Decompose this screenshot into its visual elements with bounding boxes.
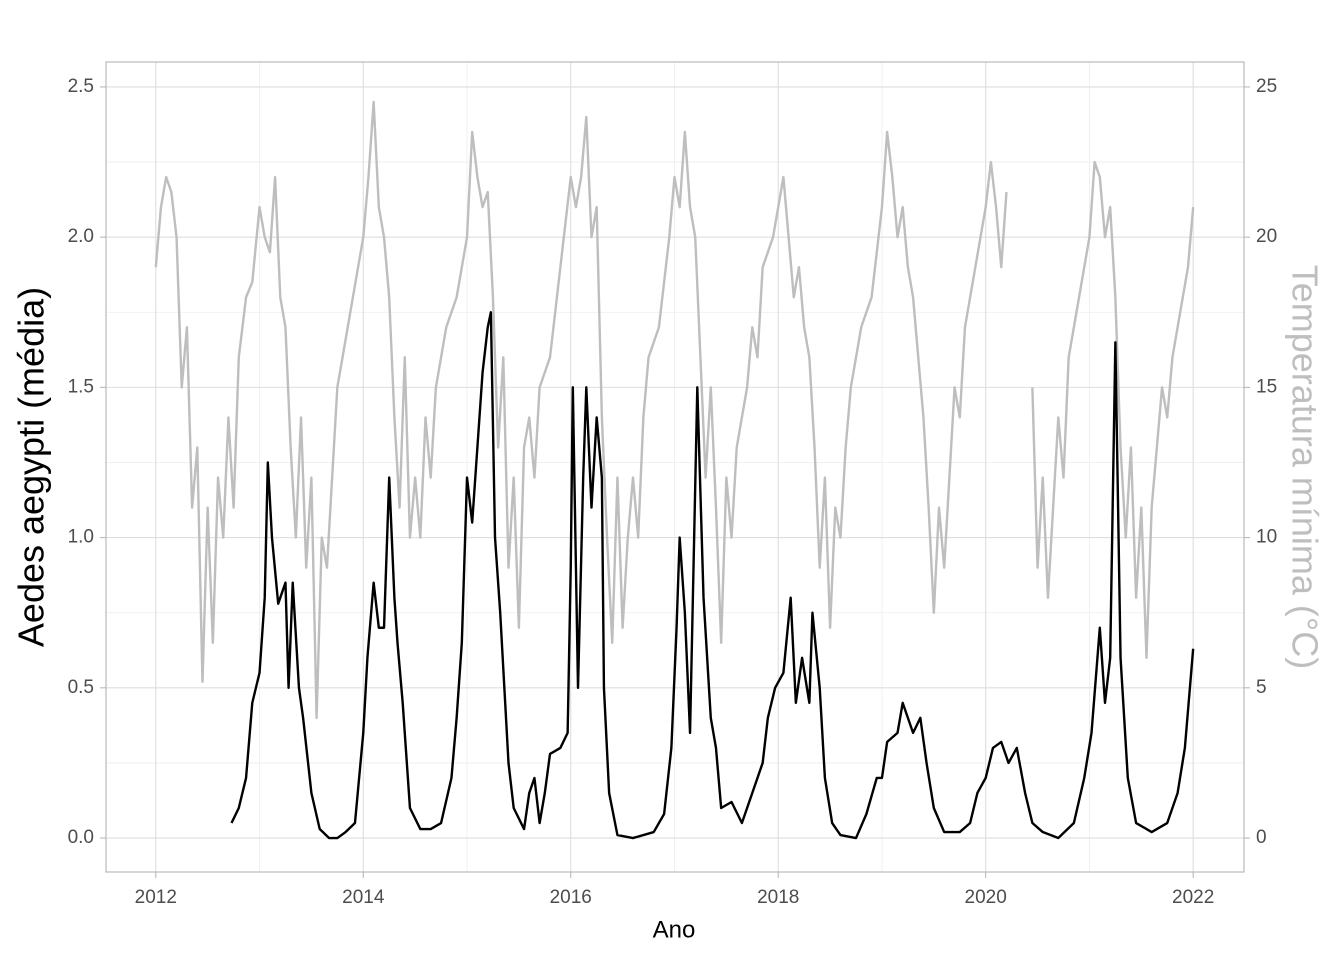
line — [230, 311, 1195, 840]
y2-tick-label: 15 — [1256, 376, 1277, 397]
y2-axis-title: Temperatura mínima (°C) — [1284, 265, 1325, 670]
y2-tick-label: 10 — [1256, 527, 1277, 548]
y-tick-label: 2.5 — [68, 76, 94, 97]
y-tick-label: 0.5 — [68, 677, 94, 698]
y2-tick-label: 0 — [1256, 827, 1267, 848]
x-tick-label: 2020 — [965, 887, 1007, 908]
x-tick-label: 2014 — [342, 887, 385, 908]
y2-tick-label: 20 — [1256, 226, 1277, 247]
x-axis-title: Ano — [653, 916, 696, 943]
y2-tick-label: 25 — [1256, 76, 1277, 97]
panel-border — [105, 61, 1245, 873]
y-tick-label: 1.5 — [68, 376, 94, 397]
x-tick-label: 2022 — [1172, 887, 1214, 908]
line — [154, 100, 1195, 720]
y-tick-label: 1.0 — [68, 527, 94, 548]
y2-tick-label: 5 — [1256, 677, 1267, 698]
y-tick-label: 0.0 — [68, 827, 94, 848]
y-axis-title: Aedes aegypti (média) — [11, 287, 52, 647]
x-tick-label: 2016 — [550, 887, 592, 908]
y-tick-label: 2.0 — [68, 226, 94, 247]
x-tick-label: 2012 — [135, 887, 177, 908]
x-tick-label: 2018 — [757, 887, 799, 908]
